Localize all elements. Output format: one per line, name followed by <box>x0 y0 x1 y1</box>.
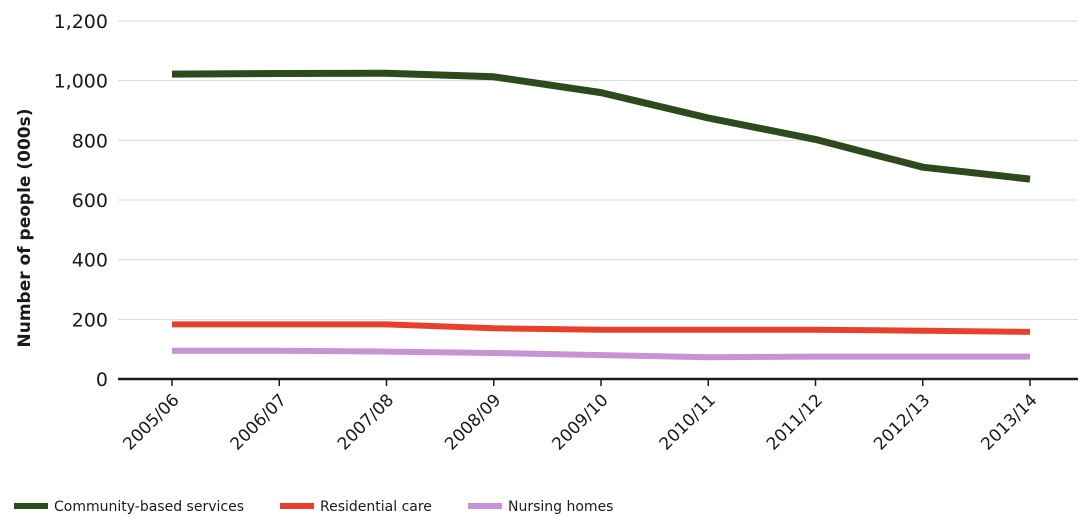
y-tick-label: 1,000 <box>54 71 108 93</box>
legend-swatch <box>280 503 314 509</box>
x-axis-ticks: 2005/06 2006/07 2007/08 2008/09 2009/10 2010/… <box>119 379 1042 454</box>
gridlines <box>118 20 1078 320</box>
series-lines <box>171 69 1031 361</box>
y-tick-label: 800 <box>72 130 108 152</box>
legend: Community-based services Residential care… <box>14 499 613 515</box>
legend-label: Nursing homes <box>508 499 613 515</box>
y-axis-title: Number of people (000s) <box>15 108 35 347</box>
series-line-1 <box>172 321 1031 335</box>
x-tick-label: 2013/14 <box>977 390 1041 454</box>
legend-label: Residential care <box>320 499 432 515</box>
x-tick-label: 2012/13 <box>870 390 934 454</box>
x-tick-label: 2005/06 <box>119 390 183 454</box>
y-tick-label: 200 <box>72 309 108 331</box>
y-tick-label: 400 <box>72 250 108 272</box>
legend-swatch <box>14 503 48 509</box>
y-tick-label: 600 <box>72 190 108 212</box>
x-tick-label: 2009/10 <box>548 390 612 454</box>
y-axis-ticks: 0 200 400 600 800 1,000 1,200 <box>54 11 108 391</box>
x-tick-label: 2007/08 <box>334 390 398 454</box>
x-tick-label: 2010/11 <box>656 390 720 454</box>
legend-label: Community-based services <box>54 499 244 515</box>
x-tick-label: 2011/12 <box>763 390 827 454</box>
legend-swatch <box>468 503 502 509</box>
y-tick-label: 1,200 <box>54 11 108 33</box>
x-tick-label: 2006/07 <box>227 390 291 454</box>
x-tick-label: 2008/09 <box>441 390 505 454</box>
y-tick-label: 0 <box>96 369 108 391</box>
series-line-2 <box>172 347 1030 361</box>
series-line-0 <box>171 69 1031 183</box>
